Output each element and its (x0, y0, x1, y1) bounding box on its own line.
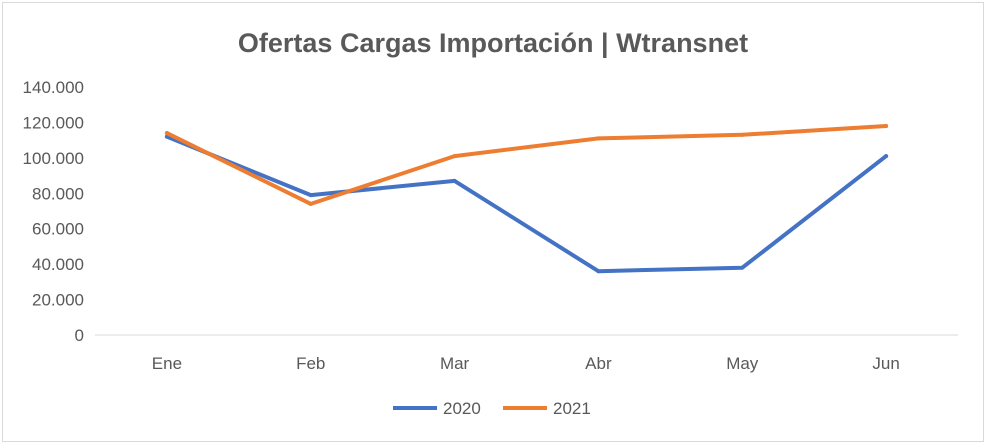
x-tick-label: Mar (440, 354, 470, 373)
data-point-2021-May (740, 132, 745, 137)
x-tick-label: Ene (152, 354, 182, 373)
x-tick-label: May (726, 354, 759, 373)
y-tick-label: 140.000 (23, 78, 84, 97)
x-tick-label: Feb (296, 354, 325, 373)
y-tick-label: 120.000 (23, 113, 84, 132)
data-point-2020-Abr (596, 269, 601, 274)
series-lines (164, 123, 889, 274)
y-axis-tick-labels: 0 20.000 40.000 60.000 80.000 100.000 120.000 1… (23, 78, 84, 345)
legend-label-2020: 2020 (443, 399, 481, 418)
y-tick-label: 40.000 (32, 255, 84, 274)
series-line-2020 (164, 134, 889, 274)
legend: 2020 2021 (393, 399, 591, 418)
series-line-2021 (164, 124, 889, 206)
y-tick-label: 20.000 (32, 291, 84, 310)
data-point-2020-Feb (308, 193, 313, 198)
x-tick-label: Jun (872, 354, 899, 373)
data-point-2021-Abr (596, 136, 601, 141)
x-tick-label: Abr (585, 354, 612, 373)
y-tick-label: 100.000 (23, 149, 84, 168)
data-point-2021-Mar (452, 154, 457, 159)
data-point-2020-May (740, 265, 745, 270)
legend-label-2021: 2021 (553, 399, 591, 418)
data-point-2020-Jun (884, 154, 889, 159)
y-tick-label: 60.000 (32, 220, 84, 239)
y-tick-label: 80.000 (32, 184, 84, 203)
data-point-2021-Feb (308, 201, 313, 206)
data-point-2021-Jun (884, 123, 889, 128)
data-point-2020-Mar (452, 178, 457, 183)
data-point-2021-Ene (164, 131, 169, 136)
chart-title: Ofertas Cargas Importación | Wtransnet (238, 28, 748, 58)
y-tick-label: 0 (75, 326, 84, 345)
x-axis-tick-labels: Ene Feb Mar Abr May Jun (152, 354, 900, 373)
